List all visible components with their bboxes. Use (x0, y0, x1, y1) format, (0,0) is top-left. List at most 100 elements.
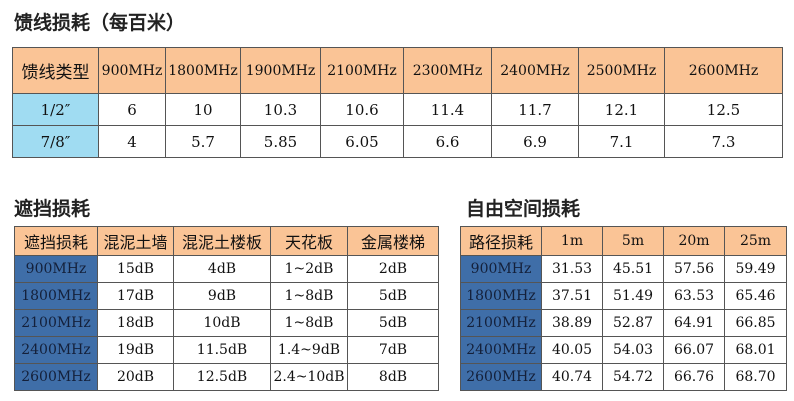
table-cell: 4 (98, 125, 166, 158)
table-cell: 45.51 (602, 255, 664, 283)
row-header: 1/2″ (12, 93, 99, 126)
blocking-loss-title: 遮挡损耗 (14, 198, 91, 220)
table-cell: 1.4~9dB (270, 336, 348, 364)
table-cell: 5dB (347, 309, 439, 337)
table-cell: 40.74 (541, 363, 603, 391)
table-cell: 31.53 (541, 255, 603, 283)
row-header: 2400MHz (14, 336, 98, 364)
column-header: 路径损耗 (460, 226, 542, 256)
table-cell: 7.1 (578, 125, 665, 158)
column-header: 遮挡损耗 (14, 226, 98, 256)
row-header: 900MHz (14, 255, 98, 283)
table-cell: 54.72 (602, 363, 664, 391)
column-header: 1m (541, 226, 603, 256)
free-space-loss-title: 自由空间损耗 (466, 198, 581, 220)
feeder-loss-title: 馈线损耗（每百米） (14, 12, 186, 34)
table-cell: 6.05 (320, 125, 404, 158)
table-row: 1800MHz 37.51 51.49 63.53 65.46 (460, 282, 787, 310)
table-cell: 65.46 (724, 282, 787, 310)
row-header: 900MHz (460, 255, 542, 283)
table-cell: 57.56 (663, 255, 725, 283)
column-header: 1800MHz (165, 47, 241, 94)
table-row: 2400MHz 19dB 11.5dB 1.4~9dB 7dB (14, 336, 439, 364)
column-header: 900MHz (98, 47, 166, 94)
table-cell: 51.49 (602, 282, 664, 310)
table-cell: 63.53 (663, 282, 725, 310)
row-header: 2600MHz (460, 363, 542, 391)
row-header: 1800MHz (14, 282, 98, 310)
table-cell: 68.70 (724, 363, 787, 391)
table-cell: 17dB (97, 282, 174, 310)
table-cell: 11.4 (403, 93, 492, 126)
column-header: 馈线类型 (12, 47, 99, 94)
table-row: 2100MHz 38.89 52.87 64.91 66.85 (460, 309, 787, 337)
table-cell: 66.76 (663, 363, 725, 391)
table-row: 900MHz 31.53 45.51 57.56 59.49 (460, 255, 787, 283)
table-cell: 12.5 (664, 93, 783, 126)
table-cell: 2dB (347, 255, 439, 283)
row-header: 1800MHz (460, 282, 542, 310)
free-space-loss-table: 路径损耗 1m 5m 20m 25m 900MHz 31.53 45.51 57.56 59.49… (460, 226, 787, 391)
row-header: 2100MHz (460, 309, 542, 337)
column-header: 1900MHz (240, 47, 321, 94)
table-row: 900MHz 15dB 4dB 1~2dB 2dB (14, 255, 439, 283)
feeder-loss-table: 馈线类型 900MHz 1800MHz 1900MHz 2100MHz 2300MHz 24… (12, 47, 783, 158)
table-row: 2600MHz 20dB 12.5dB 2.4~10dB 8dB (14, 363, 439, 391)
table-cell: 12.1 (578, 93, 665, 126)
table-cell: 54.03 (602, 336, 664, 364)
table-row: 7/8″ 4 5.7 5.85 6.05 6.6 6.9 7.1 7.3 (12, 125, 783, 158)
table-row: 2600MHz 40.74 54.72 66.76 68.70 (460, 363, 787, 391)
column-header: 2100MHz (320, 47, 404, 94)
table-cell: 5.85 (240, 125, 321, 158)
header-row: 路径损耗 1m 5m 20m 25m (460, 226, 787, 256)
column-header: 20m (663, 226, 725, 256)
row-header: 7/8″ (12, 125, 99, 158)
table-cell: 52.87 (602, 309, 664, 337)
table-cell: 12.5dB (173, 363, 271, 391)
table-cell: 37.51 (541, 282, 603, 310)
column-header: 2600MHz (664, 47, 783, 94)
table-row: 2100MHz 18dB 10dB 1~8dB 5dB (14, 309, 439, 337)
table-cell: 7.3 (664, 125, 783, 158)
column-header: 2300MHz (403, 47, 492, 94)
header-row: 遮挡损耗 混泥土墙 混泥土楼板 天花板 金属楼梯 (14, 226, 439, 256)
header-row: 馈线类型 900MHz 1800MHz 1900MHz 2100MHz 2300MHz 24… (12, 47, 783, 94)
column-header: 天花板 (270, 226, 348, 256)
table-cell: 10 (165, 93, 241, 126)
table-cell: 15dB (97, 255, 174, 283)
column-header: 混泥土楼板 (173, 226, 271, 256)
table-cell: 66.85 (724, 309, 787, 337)
table-cell: 1~8dB (270, 309, 348, 337)
table-cell: 66.07 (663, 336, 725, 364)
table-cell: 10dB (173, 309, 271, 337)
blocking-loss-table: 遮挡损耗 混泥土墙 混泥土楼板 天花板 金属楼梯 900MHz 15dB 4dB 1~2dB 2d… (14, 226, 439, 391)
table-cell: 7dB (347, 336, 439, 364)
table-cell: 59.49 (724, 255, 787, 283)
table-cell: 1~8dB (270, 282, 348, 310)
column-header: 混泥土墙 (97, 226, 174, 256)
table-cell: 38.89 (541, 309, 603, 337)
column-header: 2500MHz (578, 47, 665, 94)
column-header: 5m (602, 226, 664, 256)
column-header: 2400MHz (491, 47, 579, 94)
table-cell: 19dB (97, 336, 174, 364)
table-cell: 9dB (173, 282, 271, 310)
table-cell: 11.5dB (173, 336, 271, 364)
table-cell: 18dB (97, 309, 174, 337)
table-cell: 68.01 (724, 336, 787, 364)
column-header: 金属楼梯 (347, 226, 439, 256)
column-header: 25m (724, 226, 787, 256)
row-header: 2600MHz (14, 363, 98, 391)
table-cell: 20dB (97, 363, 174, 391)
table-cell: 8dB (347, 363, 439, 391)
table-cell: 5.7 (165, 125, 241, 158)
table-cell: 1~2dB (270, 255, 348, 283)
table-cell: 6.9 (491, 125, 579, 158)
row-header: 2400MHz (460, 336, 542, 364)
table-cell: 2.4~10dB (270, 363, 348, 391)
table-cell: 5dB (347, 282, 439, 310)
table-cell: 6 (98, 93, 166, 126)
table-cell: 64.91 (663, 309, 725, 337)
table-cell: 10.6 (320, 93, 404, 126)
table-cell: 6.6 (403, 125, 492, 158)
